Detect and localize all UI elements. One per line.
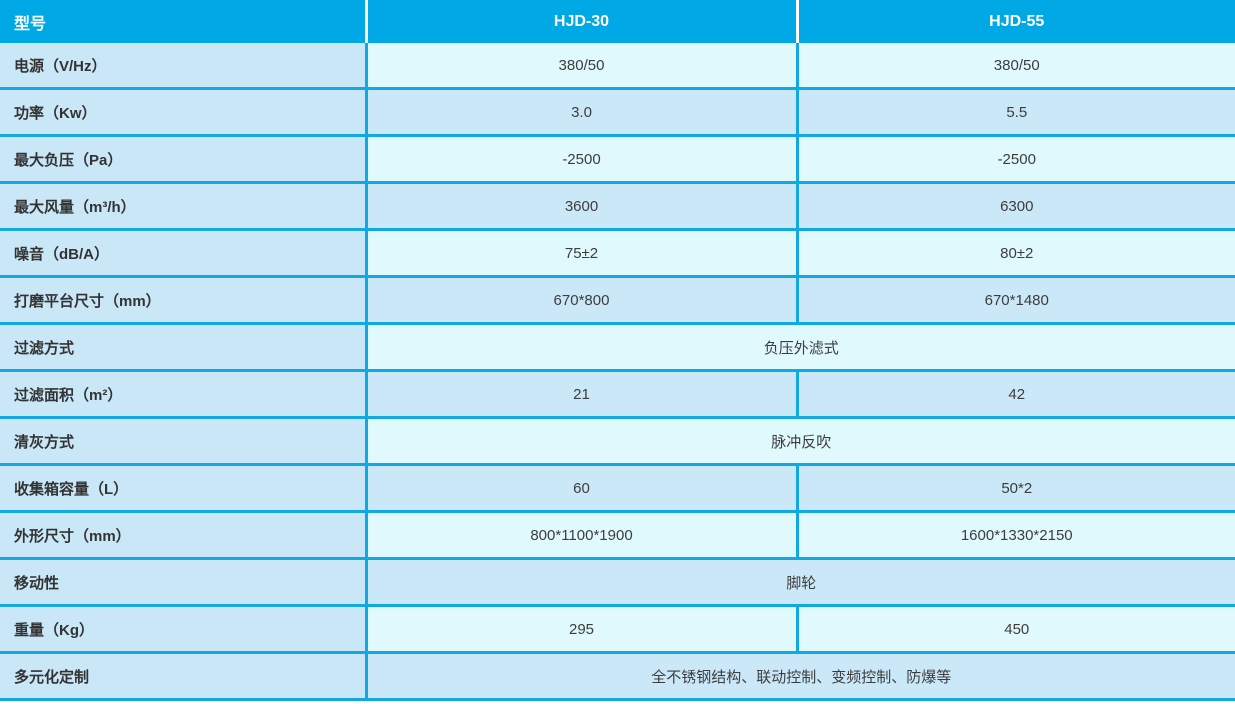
row-value-hjd55: 42 xyxy=(795,369,1235,418)
table-row-collection-box-capacity: 收集箱容量（L） 60 50*2 xyxy=(0,463,1235,512)
row-value-hjd30: 21 xyxy=(364,369,797,418)
row-value-hjd55: 450 xyxy=(795,604,1235,653)
row-label: 电源（V/Hz） xyxy=(0,43,366,89)
header-col-hjd30: HJD-30 xyxy=(364,0,797,43)
row-label: 功率（Kw） xyxy=(0,87,366,136)
table-row-noise: 噪音（dB/A） 75±2 80±2 xyxy=(0,228,1235,277)
row-value-merged: 负压外滤式 xyxy=(364,322,1235,371)
row-label: 外形尺寸（mm） xyxy=(0,510,366,559)
spec-table-body: 电源（V/Hz） 380/50 380/50 功率（Kw） 3.0 5.5 最大… xyxy=(0,43,1235,700)
row-value-hjd55: 1600*1330*2150 xyxy=(795,510,1235,559)
table-row-cleaning-method: 清灰方式 脉冲反吹 xyxy=(0,416,1235,465)
row-value-hjd55: 670*1480 xyxy=(795,275,1235,324)
header-row: 型号 HJD-30 HJD-55 xyxy=(0,0,1235,43)
row-value-hjd30: 295 xyxy=(364,604,797,653)
row-value-hjd55: 380/50 xyxy=(795,43,1235,89)
row-value-merged: 全不锈钢结构、联动控制、变频控制、防爆等 xyxy=(364,651,1235,700)
table-row-power: 功率（Kw） 3.0 5.5 xyxy=(0,87,1235,136)
row-label: 过滤面积（m²） xyxy=(0,369,366,418)
row-label: 多元化定制 xyxy=(0,651,366,700)
table-row-platform-size: 打磨平台尺寸（mm） 670*800 670*1480 xyxy=(0,275,1235,324)
row-label: 重量（Kg） xyxy=(0,604,366,653)
header-model-label: 型号 xyxy=(0,0,366,43)
table-row-max-airflow: 最大风量（m³/h） 3600 6300 xyxy=(0,181,1235,230)
row-label: 最大负压（Pa） xyxy=(0,134,366,183)
row-label: 过滤方式 xyxy=(0,322,366,371)
row-value-merged: 脉冲反吹 xyxy=(364,416,1235,465)
row-value-hjd30: 60 xyxy=(364,463,797,512)
table-row-mobility: 移动性 脚轮 xyxy=(0,557,1235,606)
row-value-hjd30: 3600 xyxy=(364,181,797,230)
row-value-hjd55: 5.5 xyxy=(795,87,1235,136)
row-value-hjd30: 670*800 xyxy=(364,275,797,324)
row-value-hjd30: 3.0 xyxy=(364,87,797,136)
table-row-max-negative-pressure: 最大负压（Pa） -2500 -2500 xyxy=(0,134,1235,183)
table-row-power-supply: 电源（V/Hz） 380/50 380/50 xyxy=(0,43,1235,89)
row-label: 移动性 xyxy=(0,557,366,606)
row-value-hjd55: -2500 xyxy=(795,134,1235,183)
row-value-hjd30: -2500 xyxy=(364,134,797,183)
header-col-hjd55: HJD-55 xyxy=(795,0,1235,43)
table-row-filter-area: 过滤面积（m²） 21 42 xyxy=(0,369,1235,418)
row-value-hjd55: 50*2 xyxy=(795,463,1235,512)
row-value-hjd30: 380/50 xyxy=(364,43,797,89)
row-label: 最大风量（m³/h） xyxy=(0,181,366,230)
row-value-hjd30: 75±2 xyxy=(364,228,797,277)
row-value-hjd55: 6300 xyxy=(795,181,1235,230)
row-value-hjd30: 800*1100*1900 xyxy=(364,510,797,559)
table-row-customization: 多元化定制 全不锈钢结构、联动控制、变频控制、防爆等 xyxy=(0,651,1235,700)
row-label: 清灰方式 xyxy=(0,416,366,465)
row-value-hjd55: 80±2 xyxy=(795,228,1235,277)
row-label: 收集箱容量（L） xyxy=(0,463,366,512)
row-label: 噪音（dB/A） xyxy=(0,228,366,277)
spec-table-header: 型号 HJD-30 HJD-55 xyxy=(0,0,1235,43)
table-row-overall-dimensions: 外形尺寸（mm） 800*1100*1900 1600*1330*2150 xyxy=(0,510,1235,559)
table-row-weight: 重量（Kg） 295 450 xyxy=(0,604,1235,653)
row-value-merged: 脚轮 xyxy=(364,557,1235,606)
row-label: 打磨平台尺寸（mm） xyxy=(0,275,366,324)
table-row-filtration-method: 过滤方式 负压外滤式 xyxy=(0,322,1235,371)
